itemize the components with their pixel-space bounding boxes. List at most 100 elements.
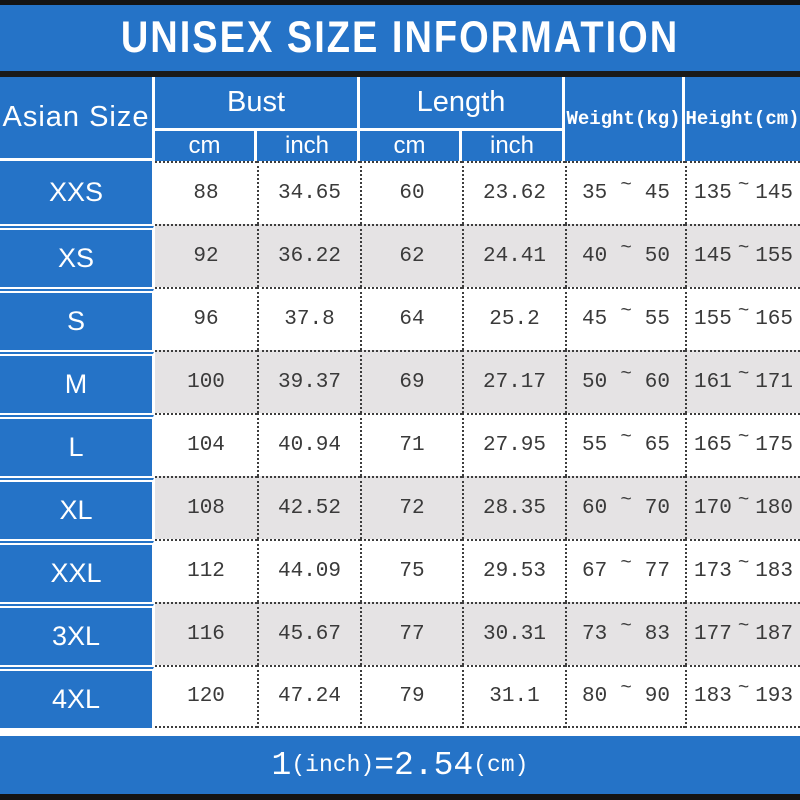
bust-inch-value: 39.37 (257, 350, 360, 413)
weight-max: 45 (644, 182, 671, 205)
weight-max: 83 (644, 623, 671, 646)
weight-range: 55 ~65 (565, 413, 686, 476)
height-min: 135 (694, 182, 732, 205)
tilde-separator: ~ (620, 614, 632, 637)
conversion-value-1: 1 (271, 746, 292, 784)
bust-inch-value: 40.94 (257, 413, 360, 476)
weight-range: 45 ~55 (565, 287, 686, 350)
size-label: L (0, 413, 155, 476)
bust-cm-value: 116 (155, 602, 257, 665)
height-max: 171 (755, 371, 794, 394)
tilde-separator: ~ (620, 299, 632, 322)
top-border-strip (0, 0, 800, 5)
tilde-separator: ~ (620, 236, 632, 259)
bust-cm-value: 112 (155, 539, 257, 602)
tilde-separator: ~ (737, 551, 750, 574)
length-cm-value: 72 (360, 476, 462, 539)
size-label: XL (0, 476, 155, 539)
col-header-asian-size: Asian Size (0, 77, 155, 161)
size-table-container: Asian Size Bust Length Weight(kg) Height… (0, 77, 800, 728)
height-max: 183 (755, 560, 794, 583)
bust-inch-value: 37.8 (257, 287, 360, 350)
bust-inch-value: 47.24 (257, 665, 360, 728)
bust-cm-value: 96 (155, 287, 257, 350)
weight-min: 80 (582, 685, 608, 708)
tilde-separator: ~ (737, 362, 750, 385)
weight-min: 35 (582, 182, 608, 205)
table-row-l: L 104 40.94 71 27.95 55 ~65 165 ~175 (0, 413, 800, 476)
subheader-bust-cm: cm (155, 131, 257, 161)
subheader-length-inch: inch (462, 131, 566, 161)
bust-inch-value: 45.67 (257, 602, 360, 665)
size-label: S (0, 287, 155, 350)
tilde-separator: ~ (737, 425, 750, 448)
weight-range: 73 ~83 (565, 602, 686, 665)
weight-max: 55 (644, 308, 671, 331)
length-cm-value: 69 (360, 350, 462, 413)
height-range: 165 ~175 (685, 413, 800, 476)
length-inch-value: 27.17 (462, 350, 566, 413)
length-cm-value: 79 (360, 665, 462, 728)
col-header-height: Height(cm) (685, 77, 800, 161)
tilde-separator: ~ (737, 614, 750, 637)
length-cm-value: 75 (360, 539, 462, 602)
height-min: 177 (694, 623, 732, 646)
weight-range: 40 ~50 (565, 224, 686, 287)
tilde-separator: ~ (737, 236, 750, 259)
height-max: 155 (755, 245, 794, 268)
table-row-s: S 96 37.8 64 25.2 45 ~55 155 ~165 (0, 287, 800, 350)
bust-inch-value: 42.52 (257, 476, 360, 539)
height-range: 145 ~155 (685, 224, 800, 287)
height-min: 145 (694, 245, 732, 268)
size-table: Asian Size Bust Length Weight(kg) Height… (0, 77, 800, 728)
table-body: XXS 88 34.65 60 23.62 35 ~45 135 ~145 XS 9… (0, 161, 800, 728)
size-label: XS (0, 224, 155, 287)
col-header-bust: Bust (155, 77, 360, 131)
height-range: 161 ~171 (685, 350, 800, 413)
size-label: 4XL (0, 665, 155, 728)
weight-min: 55 (582, 434, 608, 457)
tilde-separator: ~ (620, 425, 632, 448)
conversion-unit-inch: (inch) (291, 752, 375, 778)
weight-range: 80 ~90 (565, 665, 686, 728)
tilde-separator: ~ (737, 173, 750, 196)
table-row-xs: XS 92 36.22 62 24.41 40 ~50 145 ~155 (0, 224, 800, 287)
weight-max: 70 (644, 497, 671, 520)
weight-range: 60 ~70 (565, 476, 686, 539)
bust-inch-value: 44.09 (257, 539, 360, 602)
title-divider (0, 71, 800, 77)
length-inch-value: 29.53 (462, 539, 566, 602)
size-label: 3XL (0, 602, 155, 665)
weight-min: 45 (582, 308, 608, 331)
length-cm-value: 71 (360, 413, 462, 476)
length-inch-value: 23.62 (462, 161, 566, 224)
weight-max: 65 (644, 434, 671, 457)
bust-cm-value: 120 (155, 665, 257, 728)
length-inch-value: 24.41 (462, 224, 566, 287)
height-range: 155 ~165 (685, 287, 800, 350)
weight-max: 77 (644, 560, 671, 583)
tilde-separator: ~ (737, 676, 750, 699)
weight-max: 60 (644, 371, 671, 394)
tilde-separator: ~ (620, 551, 632, 574)
table-row-m: M 100 39.37 69 27.17 50 ~60 161 ~171 (0, 350, 800, 413)
height-min: 183 (694, 685, 732, 708)
height-min: 173 (694, 560, 732, 583)
title-banner: UNISEX SIZE INFORMATION (0, 5, 800, 71)
weight-max: 90 (644, 685, 671, 708)
height-min: 161 (694, 371, 732, 394)
tilde-separator: ~ (620, 676, 632, 699)
weight-min: 50 (582, 371, 608, 394)
table-row-3xl: 3XL 116 45.67 77 30.31 73 ~83 177 ~187 (0, 602, 800, 665)
weight-range: 50 ~60 (565, 350, 686, 413)
table-footer-gap (0, 728, 800, 736)
height-range: 170 ~180 (685, 476, 800, 539)
height-max: 165 (755, 308, 794, 331)
table-row-4xl: 4XL 120 47.24 79 31.1 80 ~90 183 ~193 (0, 665, 800, 728)
length-inch-value: 28.35 (462, 476, 566, 539)
height-min: 170 (694, 497, 732, 520)
weight-min: 60 (582, 497, 608, 520)
weight-max: 50 (644, 245, 671, 268)
weight-min: 40 (582, 245, 608, 268)
